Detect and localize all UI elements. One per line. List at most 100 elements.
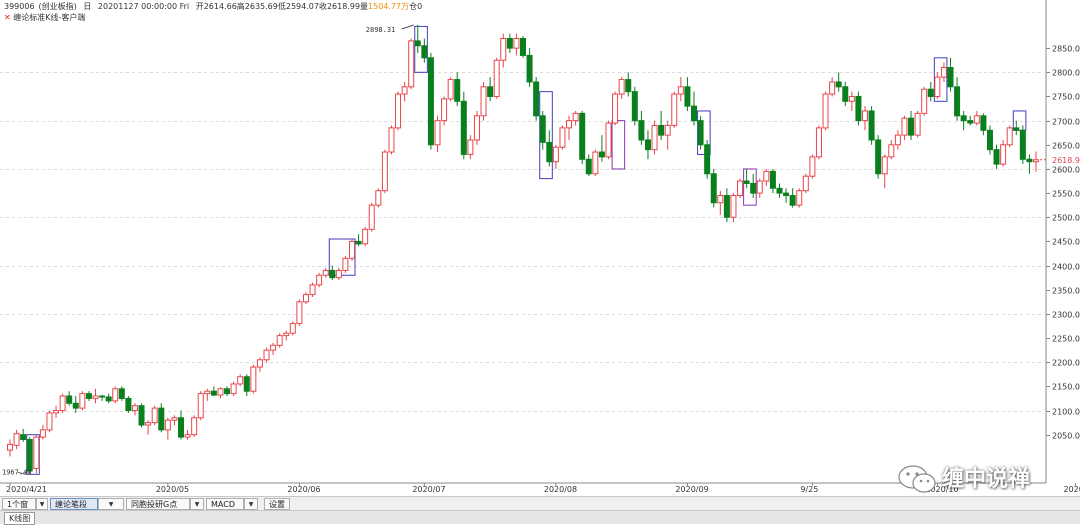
x-tick-label: 9/25 bbox=[800, 485, 818, 494]
candle-body bbox=[789, 195, 796, 206]
candle-body bbox=[441, 98, 448, 122]
candle-body bbox=[967, 120, 974, 124]
candle-body bbox=[986, 129, 993, 151]
candle-body bbox=[684, 86, 691, 107]
candle-body bbox=[500, 37, 507, 61]
candle-body bbox=[921, 88, 928, 114]
tab-gpoint-chevron-down-icon[interactable]: ▼ bbox=[190, 498, 204, 510]
candle-body bbox=[302, 294, 309, 303]
candle-body bbox=[276, 335, 283, 346]
candle-body bbox=[783, 192, 790, 197]
max-leader bbox=[401, 24, 414, 30]
candle-body bbox=[395, 93, 402, 129]
candle-body bbox=[105, 396, 112, 402]
candle-body bbox=[875, 139, 882, 175]
candle-body bbox=[355, 240, 362, 245]
candle-body bbox=[1000, 144, 1007, 165]
candle-body bbox=[427, 57, 434, 146]
candlestick-chart[interactable]: 2050.00 2100.00 2150.00 2200.00 2250.00 2300.… bbox=[0, 0, 1080, 496]
candle-body bbox=[664, 124, 671, 136]
candle-body bbox=[204, 390, 211, 395]
candle-body bbox=[651, 124, 658, 151]
candle-body bbox=[520, 37, 526, 56]
sheet-tab-kline[interactable]: K线图 bbox=[4, 512, 36, 525]
y-tick-label: 2200.00 bbox=[1052, 359, 1080, 368]
last-price-label: 2618.99 bbox=[1052, 156, 1080, 165]
candle-body bbox=[72, 402, 79, 409]
candle-body bbox=[125, 397, 132, 412]
candle-body bbox=[184, 434, 191, 438]
candle-body bbox=[710, 173, 717, 204]
candle-body bbox=[217, 388, 224, 396]
candle-body bbox=[256, 359, 263, 368]
candle-body bbox=[460, 100, 467, 155]
candle-body bbox=[605, 122, 612, 158]
candle-body bbox=[178, 417, 184, 438]
candle-body bbox=[829, 81, 836, 95]
min-label: 1967.40 bbox=[2, 468, 32, 476]
candle-body bbox=[322, 269, 329, 276]
ohlc-readout: 开2614.66高2635.69低2594.07收2618.99量 bbox=[195, 2, 369, 11]
candle-body bbox=[815, 127, 822, 158]
settings-button[interactable]: 设置 bbox=[264, 498, 290, 510]
candle-body bbox=[671, 93, 678, 126]
candle-body bbox=[973, 115, 980, 124]
y-tick-label: 2250.00 bbox=[1052, 335, 1080, 344]
candle-body bbox=[138, 405, 145, 426]
candle-body bbox=[842, 86, 849, 102]
candle-body bbox=[862, 110, 868, 122]
x-tick-label: 2020/07 bbox=[412, 485, 445, 494]
min-leader bbox=[17, 471, 26, 475]
candle-body bbox=[191, 417, 198, 436]
tab-macd[interactable]: MACD bbox=[206, 498, 244, 510]
candle-body bbox=[414, 40, 421, 47]
candle-body bbox=[526, 54, 533, 83]
candle-body bbox=[309, 284, 316, 296]
inclusion-box bbox=[1012, 110, 1027, 131]
y-tick-label: 2550.00 bbox=[1052, 190, 1080, 199]
candle-body bbox=[776, 187, 783, 194]
candle-body bbox=[79, 393, 86, 409]
candle-body bbox=[33, 436, 40, 470]
candle-body bbox=[408, 40, 415, 88]
candle-body bbox=[631, 91, 638, 122]
y-tick-label: 2150.00 bbox=[1052, 383, 1080, 392]
tab-chanlun-chevron-down-icon[interactable]: ▼ bbox=[98, 498, 124, 510]
candle-body bbox=[822, 93, 829, 129]
candle-body bbox=[572, 112, 579, 122]
candle-body bbox=[638, 120, 645, 141]
y-tick-label: 2600.00 bbox=[1052, 166, 1080, 175]
candle-body bbox=[625, 79, 632, 93]
candle-body bbox=[158, 407, 165, 431]
y-tick-label: 2800.00 bbox=[1052, 69, 1080, 78]
candle-body bbox=[289, 323, 296, 334]
window-select-chevron-down-icon[interactable]: ▼ bbox=[36, 498, 48, 510]
candle-body bbox=[473, 115, 480, 141]
candle-body bbox=[375, 190, 382, 206]
candle-body bbox=[691, 105, 697, 122]
candle-body bbox=[197, 393, 204, 419]
tab-chanlun[interactable]: 缠论笔段 bbox=[50, 498, 98, 510]
candle-body bbox=[894, 134, 901, 146]
candle-body bbox=[1026, 158, 1033, 163]
tab-macd-chevron-down-icon[interactable]: ▼ bbox=[244, 498, 258, 510]
symbol-code: 399006 bbox=[4, 2, 35, 11]
watermark-text: 缠中说禅 bbox=[942, 467, 1031, 492]
candle-body bbox=[381, 151, 388, 192]
window-select[interactable]: 1个窗口 bbox=[2, 498, 36, 521]
y-tick-label: 2500.00 bbox=[1052, 214, 1080, 223]
candle-body bbox=[270, 344, 277, 351]
candle-body bbox=[1033, 159, 1039, 163]
candle-body bbox=[1019, 129, 1026, 160]
candle-body bbox=[447, 79, 454, 100]
close-icon[interactable]: ✕ bbox=[4, 13, 11, 22]
candle-body bbox=[947, 66, 954, 88]
candle-body bbox=[421, 45, 428, 59]
tab-gpoint[interactable]: 同胞投研G点 bbox=[126, 498, 190, 510]
candle-body bbox=[579, 112, 586, 160]
candle-body bbox=[13, 433, 20, 446]
candle-body bbox=[618, 79, 625, 95]
candle-body bbox=[467, 139, 474, 155]
candle-body bbox=[99, 395, 106, 398]
y-tick-label: 2350.00 bbox=[1052, 287, 1080, 296]
